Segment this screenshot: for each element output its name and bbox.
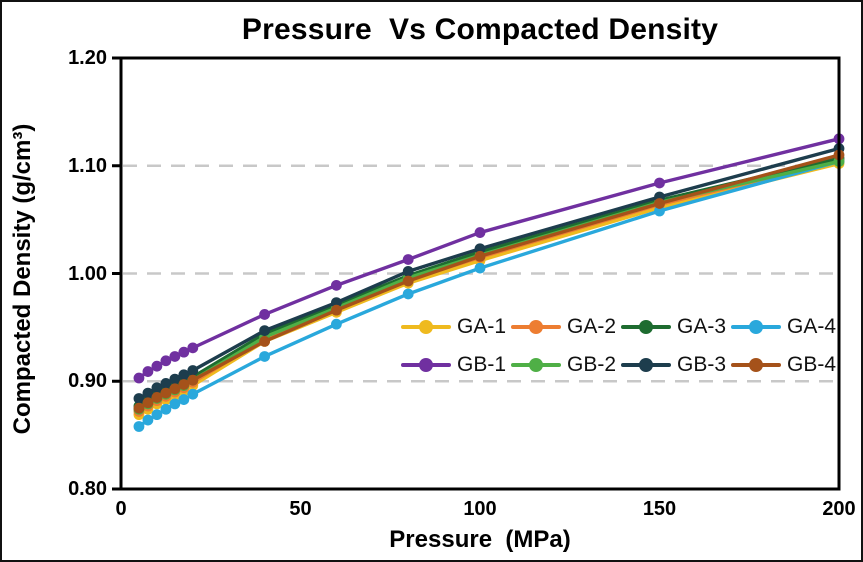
legend-marker-gb-3-icon — [621, 350, 671, 380]
legend-label-ga-4: GA-4 — [787, 315, 837, 338]
y-tick-label: 0.80 — [68, 478, 107, 500]
series-line-ga-4 — [137, 159, 841, 429]
data-point-ga-4 — [169, 398, 181, 410]
legend-item-ga-1: GA-1 — [401, 312, 511, 342]
x-tick-label: 50 — [289, 498, 312, 520]
data-point-gb-3 — [331, 297, 342, 308]
x-axis-title: Pressure (MPa) — [389, 526, 571, 553]
data-point-ga-4 — [142, 414, 154, 426]
legend-label-gb-1: GB-1 — [457, 353, 507, 376]
data-point-ga-4 — [259, 351, 270, 362]
legend-marker-ga-3-icon — [621, 312, 671, 342]
data-point-ga-4 — [402, 288, 414, 300]
plot-border — [119, 56, 841, 491]
data-point-gb-1 — [654, 177, 665, 189]
x-tick-label: 150 — [642, 498, 677, 520]
legend-marker-gb-4-icon — [731, 350, 781, 380]
legend-marker-ga-2-icon — [511, 312, 561, 342]
data-point-gb-3 — [474, 243, 486, 255]
data-point-gb-4 — [654, 198, 665, 209]
data-point-gb-3 — [142, 387, 154, 399]
x-tick-label: 200 — [822, 498, 856, 520]
data-point-gb-4 — [142, 397, 154, 409]
chart-title: Pressure Vs Compacted Density — [241, 13, 719, 46]
y-tick-label: 0.90 — [68, 370, 107, 393]
data-point-gb-3 — [133, 393, 145, 404]
legend-item-gb-1: GB-1 — [401, 350, 511, 380]
legend-label-gb-2: GB-2 — [567, 353, 617, 376]
legend-marker-gb-1-icon — [401, 350, 451, 380]
data-point-gb-4 — [133, 402, 145, 414]
data-point-gb-3 — [178, 369, 190, 381]
x-tick-label: 100 — [463, 498, 497, 520]
legend-label-ga-1: GA-1 — [457, 315, 507, 338]
legend-marker-ga-1-icon — [401, 312, 451, 342]
legend-item-ga-4: GA-4 — [731, 312, 841, 342]
data-point-gb-3 — [169, 373, 181, 385]
y-tick-label: 1.00 — [68, 262, 107, 285]
legend-marker-gb-2-icon — [511, 350, 561, 380]
legend-item-gb-3: GB-3 — [621, 350, 731, 380]
data-point-gb-1 — [151, 360, 163, 372]
data-point-gb-1 — [178, 346, 190, 358]
data-point-ga-4 — [178, 394, 190, 405]
data-point-gb-1 — [160, 355, 172, 367]
y-tick-label: 1.20 — [68, 47, 107, 69]
data-point-ga-4 — [331, 318, 342, 330]
data-point-gb-1 — [331, 279, 342, 291]
data-point-gb-3 — [402, 265, 414, 277]
data-point-gb-4 — [259, 335, 270, 347]
legend-item-ga-3: GA-3 — [621, 312, 731, 342]
data-point-gb-3 — [160, 378, 172, 389]
legend-label-ga-3: GA-3 — [677, 315, 727, 338]
x-tick-label: 0 — [115, 498, 127, 520]
y-tick-label: 1.10 — [68, 154, 107, 177]
data-point-gb-4 — [402, 275, 414, 287]
data-point-gb-4 — [474, 250, 486, 262]
data-point-gb-4 — [187, 374, 199, 386]
data-point-gb-1 — [142, 366, 154, 377]
legend-label-gb-4: GB-4 — [787, 353, 837, 376]
data-point-gb-1 — [133, 372, 145, 384]
data-point-gb-3 — [151, 382, 163, 394]
legend-item-ga-2: GA-2 — [511, 312, 621, 342]
data-point-ga-4 — [474, 262, 486, 274]
data-point-gb-1 — [402, 254, 414, 265]
data-point-gb-4 — [151, 392, 163, 403]
data-point-ga-4 — [654, 205, 665, 217]
data-point-gb-1 — [474, 227, 486, 238]
legend-item-gb-4: GB-4 — [731, 350, 841, 380]
y-axis-title: Compacted Density (g/cm³) — [9, 123, 36, 435]
legend: GA-1 GA-2 GA-3 GA-4 GB-1 GB-2 GB-3 GB-4 — [401, 312, 841, 380]
data-point-gb-1 — [187, 342, 199, 354]
data-point-gb-1 — [169, 351, 181, 362]
data-point-gb-1 — [259, 309, 270, 320]
data-point-ga-4 — [151, 409, 163, 421]
legend-label-gb-3: GB-3 — [677, 353, 727, 376]
data-point-gb-4 — [178, 379, 190, 390]
legend-item-gb-2: GB-2 — [511, 350, 621, 380]
data-point-gb-4 — [160, 387, 172, 399]
legend-label-ga-2: GA-2 — [567, 315, 617, 338]
data-point-ga-4 — [160, 403, 172, 415]
data-point-ga-4 — [133, 421, 145, 432]
data-point-ga-4 — [187, 388, 199, 400]
legend-marker-ga-4-icon — [731, 312, 781, 342]
data-point-gb-4 — [331, 304, 342, 316]
data-point-gb-3 — [187, 365, 199, 376]
data-point-gb-3 — [259, 325, 270, 337]
data-point-gb-4 — [169, 383, 181, 395]
